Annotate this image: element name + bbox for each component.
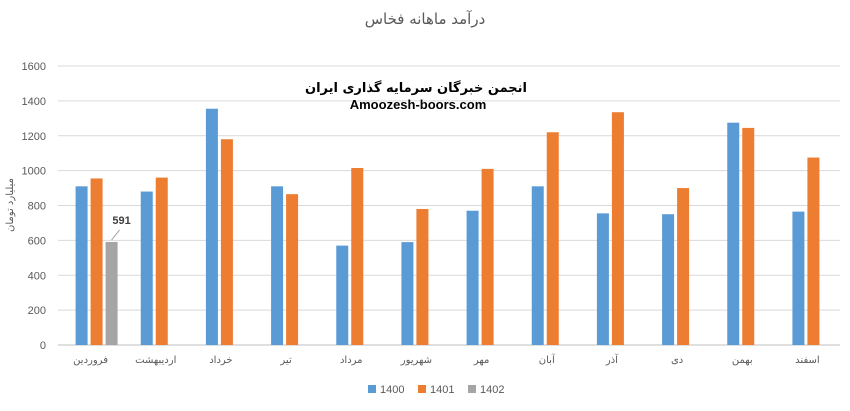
bar-1401-11 (742, 127, 755, 345)
x-category-label: آذر (605, 353, 619, 366)
y-tick-label: 800 (28, 201, 46, 213)
bar-1400-8 (531, 186, 544, 345)
chart-title: درآمد ماهانه فخاس (365, 10, 486, 28)
x-category-label: مهر (473, 355, 489, 366)
bar-1402-1 (105, 241, 118, 345)
bars (75, 108, 820, 345)
y-tick-label: 200 (28, 305, 46, 317)
bar-1400-3 (205, 108, 218, 345)
data-annotation: 591 (111, 215, 131, 241)
bar-1401-4 (286, 194, 299, 345)
x-category-label: دی (671, 355, 683, 366)
x-category-label: تیر (279, 355, 292, 366)
x-category-label: بهمن (732, 355, 753, 366)
bar-1401-10 (677, 188, 690, 345)
bar-1400-7 (466, 210, 479, 345)
bar-1400-12 (792, 211, 805, 345)
y-tick-label: 1600 (22, 61, 46, 73)
x-category-label: خرداد (209, 355, 232, 366)
y-axis-label: میلیارد تومان (5, 178, 16, 232)
gridlines (58, 65, 840, 346)
y-tick-label: 600 (28, 235, 46, 247)
bar-1401-8 (546, 132, 559, 345)
watermark-line-1: انجمن خبرگان سرمایه گذاری ایران (305, 80, 527, 96)
bar-1400-9 (596, 213, 609, 345)
y-tick-label: 400 (28, 270, 46, 282)
y-tick-label: 1200 (22, 131, 46, 143)
legend-swatch-1400 (368, 385, 376, 393)
x-category-label: فروردین (73, 355, 108, 366)
bar-1401-7 (481, 168, 494, 345)
bar-1401-2 (155, 177, 168, 345)
legend: 1400 1401 1402 (368, 384, 504, 396)
x-category-label: شهریور (400, 355, 432, 366)
bar-1400-2 (140, 191, 153, 345)
legend-label-1401: 1401 (430, 384, 454, 396)
y-tick-label: 1400 (22, 96, 46, 108)
x-category-label: آبان (539, 353, 556, 366)
y-tick-label: 1000 (22, 166, 46, 178)
x-category-label: مرداد (340, 355, 363, 366)
legend-swatch-1401 (418, 385, 426, 393)
data-label-591: 591 (112, 215, 130, 227)
y-axis-ticks: 0 200 400 600 800 1000 1200 1400 1600 (22, 61, 46, 352)
legend-label-1400: 1400 (380, 384, 404, 396)
bar-1401-5 (351, 168, 364, 345)
bar-1401-12 (807, 157, 820, 345)
bar-1400-10 (662, 214, 675, 345)
bar-1401-1 (90, 178, 103, 345)
x-axis-categories: فروردین اردیبهشت خرداد تیر مرداد شهریور مهر آبا… (73, 353, 819, 366)
bar-1401-6 (416, 208, 429, 345)
bar-1401-3 (220, 139, 233, 345)
bar-1400-4 (271, 186, 284, 345)
x-category-label: اسفند (795, 355, 819, 366)
bar-1401-9 (611, 112, 624, 345)
watermark-line-2: Amoozesh-boors.com (350, 97, 487, 112)
legend-label-1402: 1402 (480, 384, 504, 396)
y-tick-label: 0 (40, 340, 46, 352)
x-category-label: اردیبهشت (135, 355, 176, 366)
bar-1400-6 (401, 242, 414, 345)
bar-1400-1 (75, 186, 88, 345)
bar-1400-11 (727, 122, 740, 345)
legend-swatch-1402 (468, 385, 476, 393)
bar-1400-5 (336, 245, 349, 345)
annotation-leader-line (111, 229, 120, 241)
